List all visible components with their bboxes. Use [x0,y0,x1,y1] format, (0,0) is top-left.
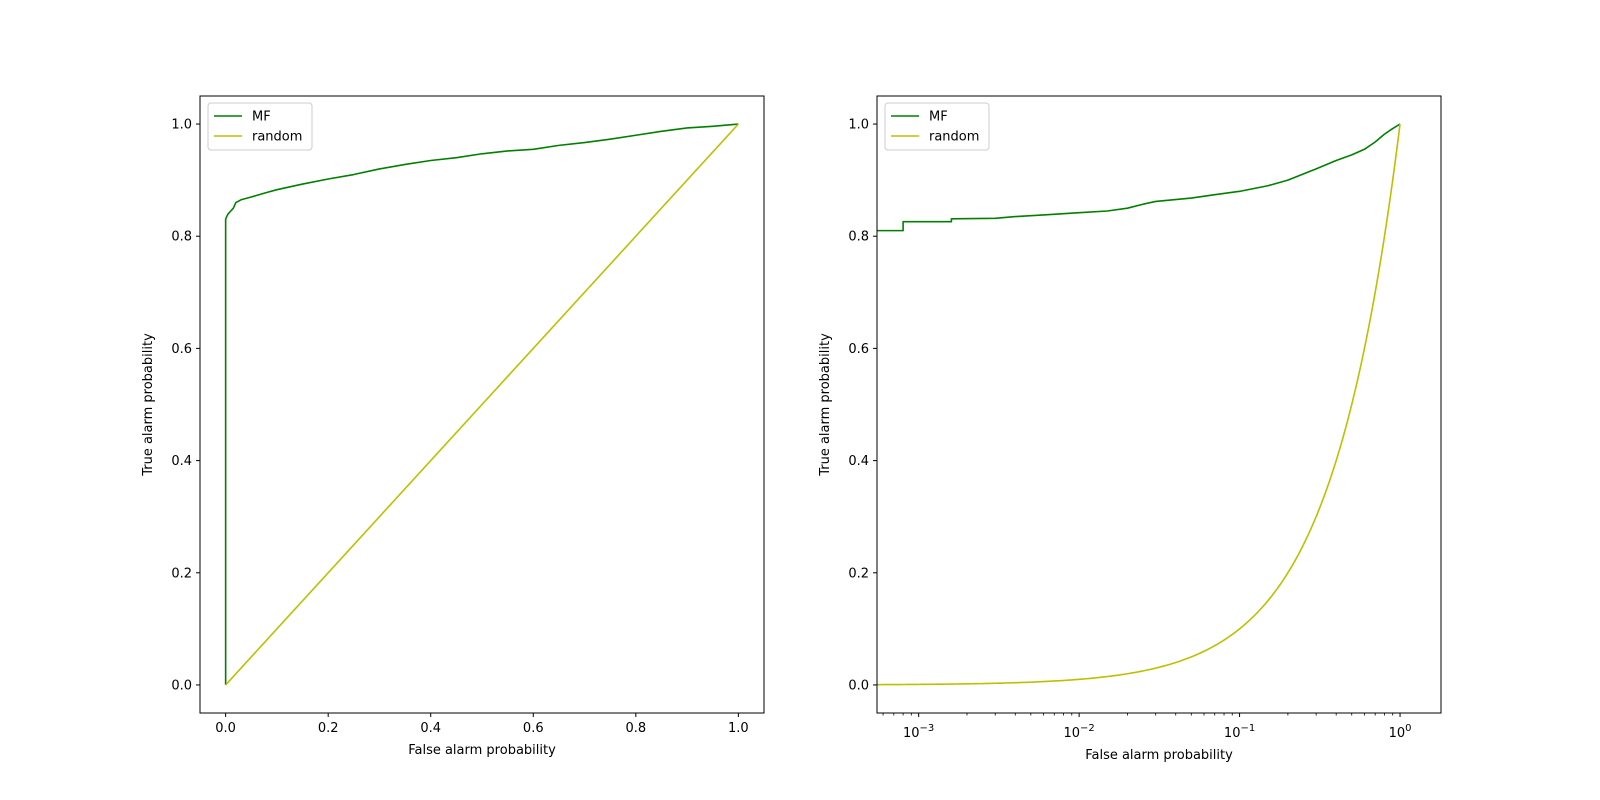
legend-label-mf: MF [252,110,271,125]
roc-linear-plot: 0.0 0.2 0.4 0.6 0.8 1.0 0.0 0.2 0.4 0.6 0.8 1.0 Fals… [141,95,765,758]
x-tick-label: 100 [1389,723,1412,741]
x-tick-label: 0.8 [625,721,646,736]
y-tick-label: 0.4 [171,454,192,469]
x-tick-label: 0.2 [318,721,339,736]
x-axis-label: False alarm probability [1085,748,1233,763]
y-tick-label: 0.4 [848,454,869,469]
x-tick-label: 0.4 [420,721,441,736]
legend: MF random [207,102,313,151]
y-tick-label: 0.0 [171,678,192,693]
legend-box [884,102,990,151]
roc-log-plot: 0.0 0.2 0.4 0.6 0.8 1.0 10−3 10−2 10−1 100 False a… [818,95,1442,763]
y-tick-label: 1.0 [848,118,869,133]
y-tick-label: 0.8 [171,230,192,245]
legend-box [207,102,313,151]
x-axis-label: False alarm probability [408,743,556,758]
y-tick-label: 0.6 [848,342,869,357]
y-tick-label: 0.8 [848,230,869,245]
y-axis-label: True alarm probability [818,333,833,477]
x-tick-label: 10−1 [1224,723,1255,741]
x-tick-label: 10−3 [903,723,934,741]
legend-label-random: random [929,130,979,145]
legend: MF random [884,102,990,151]
y-tick-label: 0.0 [848,678,869,693]
y-axis-label: True alarm probability [141,333,156,477]
axes-frame [876,95,1442,714]
legend-label-random: random [252,130,302,145]
legend-label-mf: MF [929,110,948,125]
axes-frame [199,95,765,714]
series-line-mf [877,123,1401,232]
x-tick-label: 1.0 [728,721,749,736]
x-tick-label: 0.6 [523,721,544,736]
series-line-random [876,123,1401,686]
series-line-random [225,123,739,686]
y-tick-label: 0.2 [848,566,869,581]
y-tick-label: 1.0 [171,118,192,133]
x-tick-label: 10−2 [1063,723,1094,741]
y-tick-label: 0.6 [171,342,192,357]
y-tick-label: 0.2 [171,566,192,581]
x-tick-label: 0.0 [215,721,236,736]
series-line-mf [224,123,739,685]
